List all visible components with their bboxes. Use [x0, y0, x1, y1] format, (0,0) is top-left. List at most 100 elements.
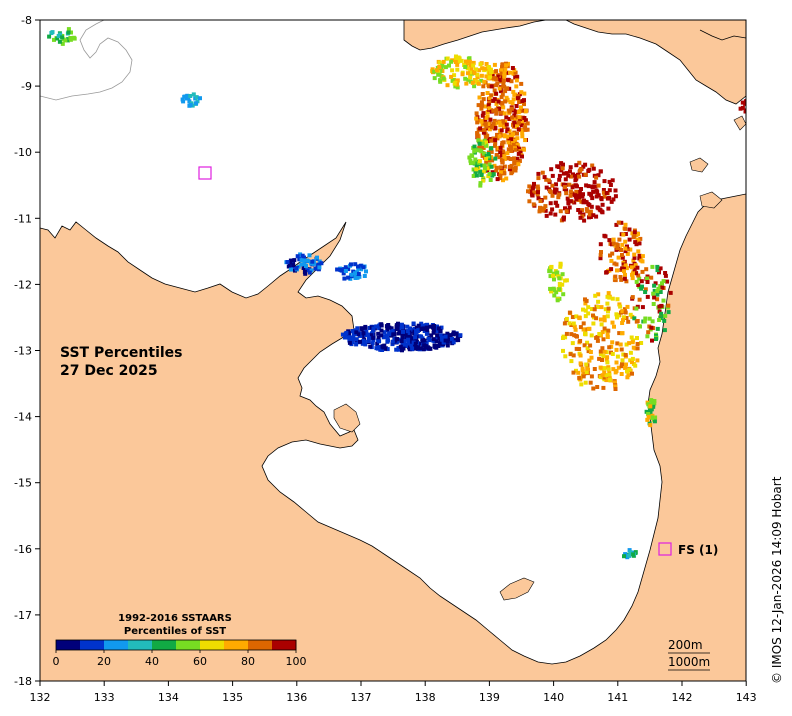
- sst-pixel: [374, 324, 379, 329]
- sst-pixel: [478, 62, 483, 67]
- sst-pixel: [508, 157, 513, 161]
- sst-pixel: [630, 356, 635, 361]
- sst-pixel: [596, 292, 601, 297]
- x-tick-label: 138: [415, 691, 436, 704]
- sst-pixel: [396, 331, 401, 336]
- sst-pixel: [494, 108, 499, 113]
- sst-pixel: [455, 85, 460, 90]
- sst-pixel: [286, 264, 291, 269]
- sst-pixel: [525, 127, 530, 132]
- sst-pixel: [619, 248, 624, 252]
- sst-pixel: [570, 185, 575, 190]
- sst-pixel: [657, 304, 662, 309]
- sst-pixel: [584, 370, 589, 375]
- sst-pixel: [368, 344, 373, 349]
- sst-pixel: [632, 268, 637, 273]
- sst-pixel: [589, 355, 594, 360]
- sst-pixel: [379, 322, 384, 327]
- sst-pixel: [554, 290, 559, 295]
- sst-pixel: [644, 409, 649, 414]
- x-axis: 132 133 134 135 136 137 138 139 140 141 142 143: [30, 681, 757, 704]
- sst-pixel: [514, 104, 519, 108]
- sst-pixel: [588, 343, 593, 348]
- sst-pixel: [657, 270, 661, 275]
- sst-pixel: [474, 111, 479, 116]
- sst-pixel: [598, 253, 603, 258]
- sst-pixel: [404, 335, 409, 340]
- sst-pixel: [548, 269, 553, 274]
- sst-pixel: [492, 118, 497, 123]
- sst-pixel: [489, 164, 494, 169]
- sst-pixel: [454, 331, 459, 336]
- sst-pixel: [512, 160, 517, 165]
- sst-pixel: [645, 280, 650, 284]
- sst-pixel: [403, 332, 408, 336]
- sst-pixel: [342, 276, 347, 281]
- sst-pixel: [494, 111, 499, 116]
- sst-pixel: [516, 127, 521, 132]
- sst-pixel: [588, 350, 593, 354]
- sst-pixel: [652, 295, 657, 300]
- credit-text: © IMOS 12-Jan-2026 14:09 Hobart: [770, 476, 784, 684]
- y-tick-label: -10: [14, 146, 32, 159]
- sst-pixel: [493, 126, 498, 130]
- sst-pixel: [495, 177, 500, 182]
- sst-pixel: [627, 367, 632, 372]
- sst-pixel: [476, 103, 481, 108]
- sst-pixel: [477, 95, 482, 100]
- sst-pixel: [636, 249, 641, 254]
- sst-pixel: [480, 92, 485, 96]
- sst-pixel: [591, 166, 596, 171]
- sst-pixel: [511, 142, 516, 147]
- sst-pixel: [515, 124, 519, 129]
- sst-pixel: [598, 256, 603, 261]
- sst-pixel: [591, 321, 596, 326]
- sst-pixel: [627, 237, 632, 242]
- sst-pixel: [491, 172, 496, 177]
- sst-pixel: [504, 176, 509, 181]
- sst-pixel: [464, 81, 469, 86]
- sst-pixel: [618, 275, 623, 279]
- sst-pixel: [511, 89, 516, 94]
- sst-pixel: [297, 257, 302, 262]
- sst-pixel: [628, 550, 633, 555]
- sst-pixel: [574, 314, 579, 319]
- sst-pixel: [340, 332, 345, 337]
- land-island-5: [733, 115, 746, 131]
- sst-pixel: [499, 95, 504, 100]
- sst-pixel: [601, 375, 606, 380]
- sst-pixel: [520, 121, 525, 126]
- sst-pixel: [624, 279, 629, 284]
- sst-pixel: [528, 189, 533, 194]
- sst-pixel: [589, 374, 594, 379]
- sst-pixel: [384, 333, 389, 338]
- sst-pixel: [445, 83, 450, 88]
- sst-pixel: [663, 271, 668, 275]
- sst-pixel: [486, 166, 491, 171]
- sst-pixel: [650, 338, 654, 343]
- sst-pixel: [646, 414, 651, 419]
- sst-pixel: [561, 348, 565, 353]
- sst-pixel: [341, 271, 346, 276]
- sst-pixel: [346, 275, 351, 280]
- sst-pixel: [620, 309, 625, 314]
- sst-pixel: [468, 158, 473, 163]
- sst-pixel: [561, 336, 565, 340]
- sst-pixel: [620, 321, 625, 325]
- sst-pixel: [52, 37, 56, 42]
- sst-pixel: [566, 199, 571, 204]
- sst-pixel: [507, 164, 512, 169]
- sst-pixel: [576, 370, 581, 375]
- sst-pixel: [560, 282, 565, 287]
- y-axis: -8 -9 -10 -11 -12 -13 -14 -15 -16 -17 -18: [14, 14, 40, 688]
- sst-pixel: [589, 193, 594, 198]
- sst-pixel: [650, 264, 655, 269]
- sst-pixel: [603, 234, 608, 239]
- sst-pixel: [607, 188, 612, 193]
- sst-pixel: [480, 141, 485, 146]
- sst-pixel: [632, 316, 637, 321]
- sst-pixel: [616, 365, 621, 370]
- sst-pixel: [481, 130, 486, 135]
- sst-pixel: [194, 101, 199, 106]
- sst-pixel: [512, 92, 517, 97]
